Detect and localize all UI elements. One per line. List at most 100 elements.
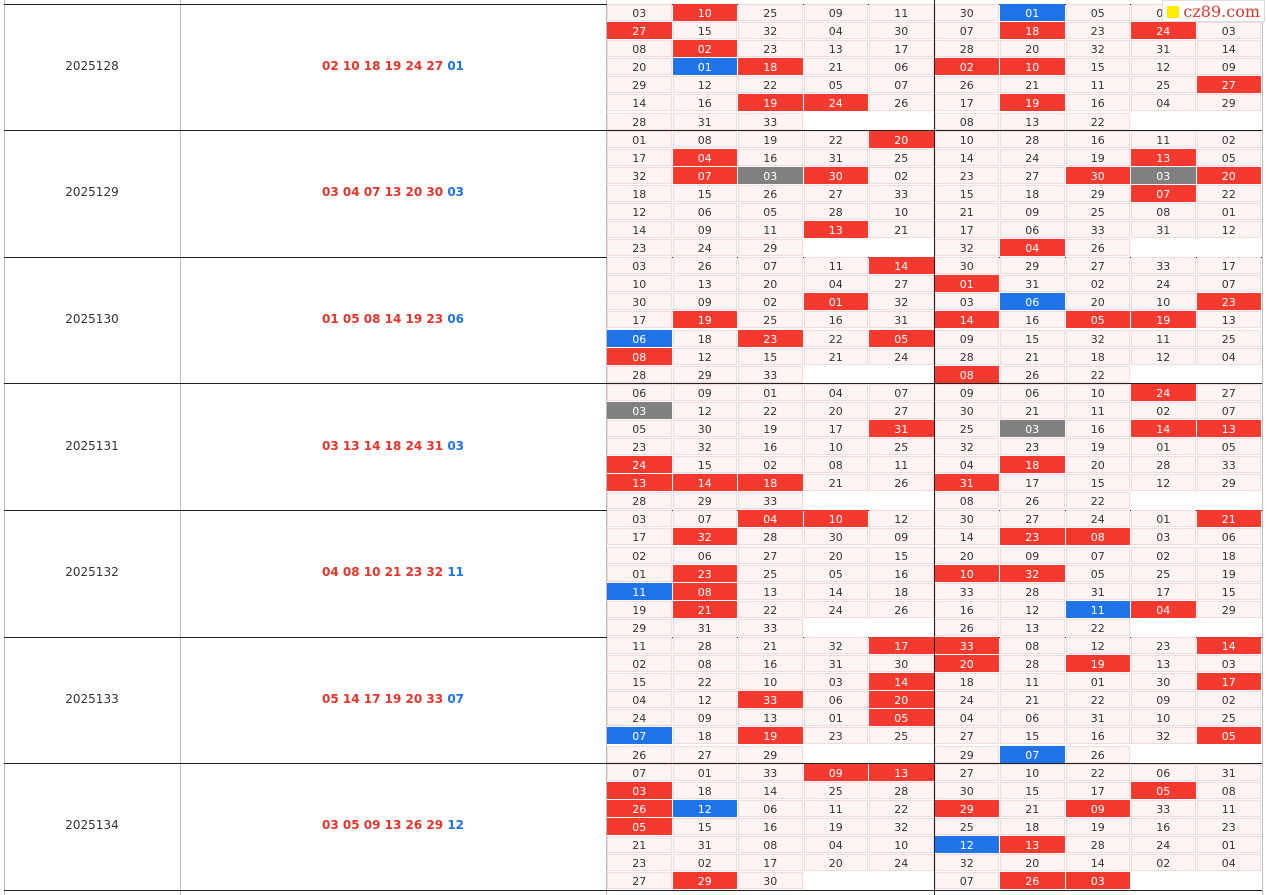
grid-cell: 24 <box>869 854 934 872</box>
grid-cell: 09 <box>1000 202 1065 220</box>
grid-cell: 26 <box>869 474 934 492</box>
grid-cell: 25 <box>738 311 803 329</box>
grid-cell: 02 <box>1131 401 1196 419</box>
grid-cell: 29 <box>1065 184 1130 202</box>
red-ball: 02 <box>321 58 339 73</box>
grid-cell: 11 <box>1000 673 1065 691</box>
red-ball: 24 <box>405 438 423 453</box>
grid-cell: 01 <box>934 275 999 293</box>
grid-cell: 02 <box>1065 275 1130 293</box>
grid-cell: 04 <box>803 383 868 401</box>
blue-ball: 11 <box>447 565 465 580</box>
grid-cell: 29 <box>1196 94 1261 112</box>
grid-cell: 23 <box>1065 22 1130 40</box>
grid-cell: 01 <box>1196 835 1261 853</box>
grid-cell: 10 <box>869 835 934 853</box>
blue-ball: 03 <box>447 438 465 453</box>
grid-cell: 20 <box>934 655 999 673</box>
grid-cell: 20 <box>607 58 672 76</box>
grid-cell: 18 <box>738 58 803 76</box>
grid-cell: 05 <box>738 202 803 220</box>
grid-cell: 21 <box>738 637 803 654</box>
grid-cell: 18 <box>869 582 934 600</box>
grid-cell: 26 <box>607 745 672 763</box>
draw-numbers: 04 08 10 21 23 32 11 <box>180 565 606 579</box>
grid-cell: 32 <box>803 637 868 654</box>
grid-cell: 25 <box>1065 202 1130 220</box>
red-ball: 03 <box>321 818 339 833</box>
grid-cell: 07 <box>869 76 934 94</box>
grid-cell: 02 <box>738 456 803 474</box>
grid-cell: 01 <box>803 709 868 727</box>
grid-cell: 33 <box>738 763 803 781</box>
grid-cell: 17 <box>607 148 672 166</box>
grid-cell: 18 <box>1000 184 1065 202</box>
grid-cell: 11 <box>869 456 934 474</box>
grid-cell: 03 <box>1196 22 1261 40</box>
grid-cell: 10 <box>934 130 999 148</box>
grid-cell: 03 <box>1000 419 1065 437</box>
grid-cell: 06 <box>1131 763 1196 781</box>
grid-cell: 16 <box>934 600 999 618</box>
grid-cell: 11 <box>1065 401 1130 419</box>
grid-cell: 06 <box>1000 293 1065 311</box>
grid-cell: 33 <box>869 184 934 202</box>
grid-cell: 27 <box>1196 76 1261 94</box>
grid-cell: 32 <box>1000 564 1065 582</box>
grid-cell: 24 <box>1065 510 1130 528</box>
grid-cell: 07 <box>1131 184 1196 202</box>
grid-cell: 19 <box>1065 655 1130 673</box>
grid-cell: 20 <box>869 130 934 148</box>
grid-cell: 15 <box>672 817 737 835</box>
red-ball: 05 <box>342 312 360 326</box>
grid-cell: 05 <box>803 76 868 94</box>
grid-cell: 24 <box>869 347 934 365</box>
blue-ball: 01 <box>447 58 465 73</box>
grid-cell: 05 <box>1065 311 1130 329</box>
grid-cell: 32 <box>1065 329 1130 347</box>
grid-cell: 28 <box>607 365 672 383</box>
grid-cell: 16 <box>1065 94 1130 112</box>
grid-cell: 26 <box>1000 492 1065 510</box>
grid-cell: 07 <box>1196 401 1261 419</box>
grid-cell: 28 <box>1131 456 1196 474</box>
grid-cell: 06 <box>738 799 803 817</box>
red-ball: 21 <box>384 565 402 580</box>
grid-cell: 03 <box>607 510 672 528</box>
grid-cell: 21 <box>934 202 999 220</box>
grid-cell: 07 <box>1065 546 1130 564</box>
grid-cell: 13 <box>1000 112 1065 130</box>
grid-cell: 13 <box>1196 311 1261 329</box>
grid-cell: 05 <box>1131 781 1196 799</box>
grid-cell: 30 <box>934 510 999 528</box>
grid-cell: 31 <box>869 311 934 329</box>
grid-cell: 32 <box>934 854 999 872</box>
red-ball: 19 <box>405 312 423 326</box>
grid-cell: 08 <box>672 655 737 673</box>
grid-cell: 23 <box>607 239 672 257</box>
grid-cell: 27 <box>1000 510 1065 528</box>
grid-cell: 18 <box>1000 817 1065 835</box>
grid-cell: 04 <box>934 456 999 474</box>
grid-cell: 22 <box>738 76 803 94</box>
grid-cell: 13 <box>1131 655 1196 673</box>
grid-cell: 31 <box>1065 582 1130 600</box>
grid-cell: 12 <box>1131 347 1196 365</box>
grid-cell: 17 <box>869 40 934 58</box>
grid-cell: 11 <box>1131 329 1196 347</box>
grid-cell: 28 <box>803 202 868 220</box>
grid-cell: 18 <box>672 781 737 799</box>
grid-cell: 28 <box>738 528 803 546</box>
grid-cell: 08 <box>672 130 737 148</box>
grid-cell: 01 <box>738 383 803 401</box>
grid-cell: 10 <box>1131 709 1196 727</box>
grid-cell: 33 <box>738 691 803 709</box>
grid-cell: 14 <box>803 582 868 600</box>
grid-cell: 23 <box>738 40 803 58</box>
grid-cell: 32 <box>934 438 999 456</box>
grid-cell: 05 <box>1196 727 1261 745</box>
row-border <box>4 889 1262 891</box>
grid-cell: 17 <box>1131 582 1196 600</box>
grid-cell: 25 <box>869 727 934 745</box>
grid-cell: 15 <box>607 673 672 691</box>
